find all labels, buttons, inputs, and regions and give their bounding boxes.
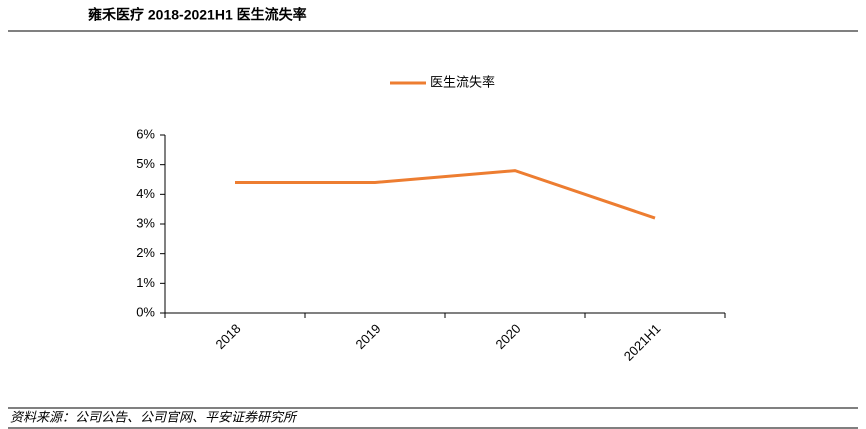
y-tick-label: 6% <box>136 126 155 141</box>
y-tick-label: 3% <box>136 215 155 230</box>
x-tick-label: 2018 <box>212 321 243 352</box>
y-tick-label: 5% <box>136 156 155 171</box>
x-tick-label: 2020 <box>492 321 523 352</box>
y-tick-label: 4% <box>136 186 155 201</box>
y-tick-label: 0% <box>136 304 155 319</box>
data-line <box>235 169 656 220</box>
x-tick-label: 2019 <box>352 321 383 352</box>
y-tick-label: 1% <box>136 275 155 290</box>
chart-title: 雍禾医疗 2018-2021H1 医生流失率 <box>88 7 307 23</box>
x-tick-label: 2021H1 <box>621 321 664 364</box>
legend-label: 医生流失率 <box>430 74 495 89</box>
y-tick-label: 2% <box>136 245 155 260</box>
source-note: 资料来源：公司公告、公司官网、平安证券研究所 <box>10 409 298 424</box>
